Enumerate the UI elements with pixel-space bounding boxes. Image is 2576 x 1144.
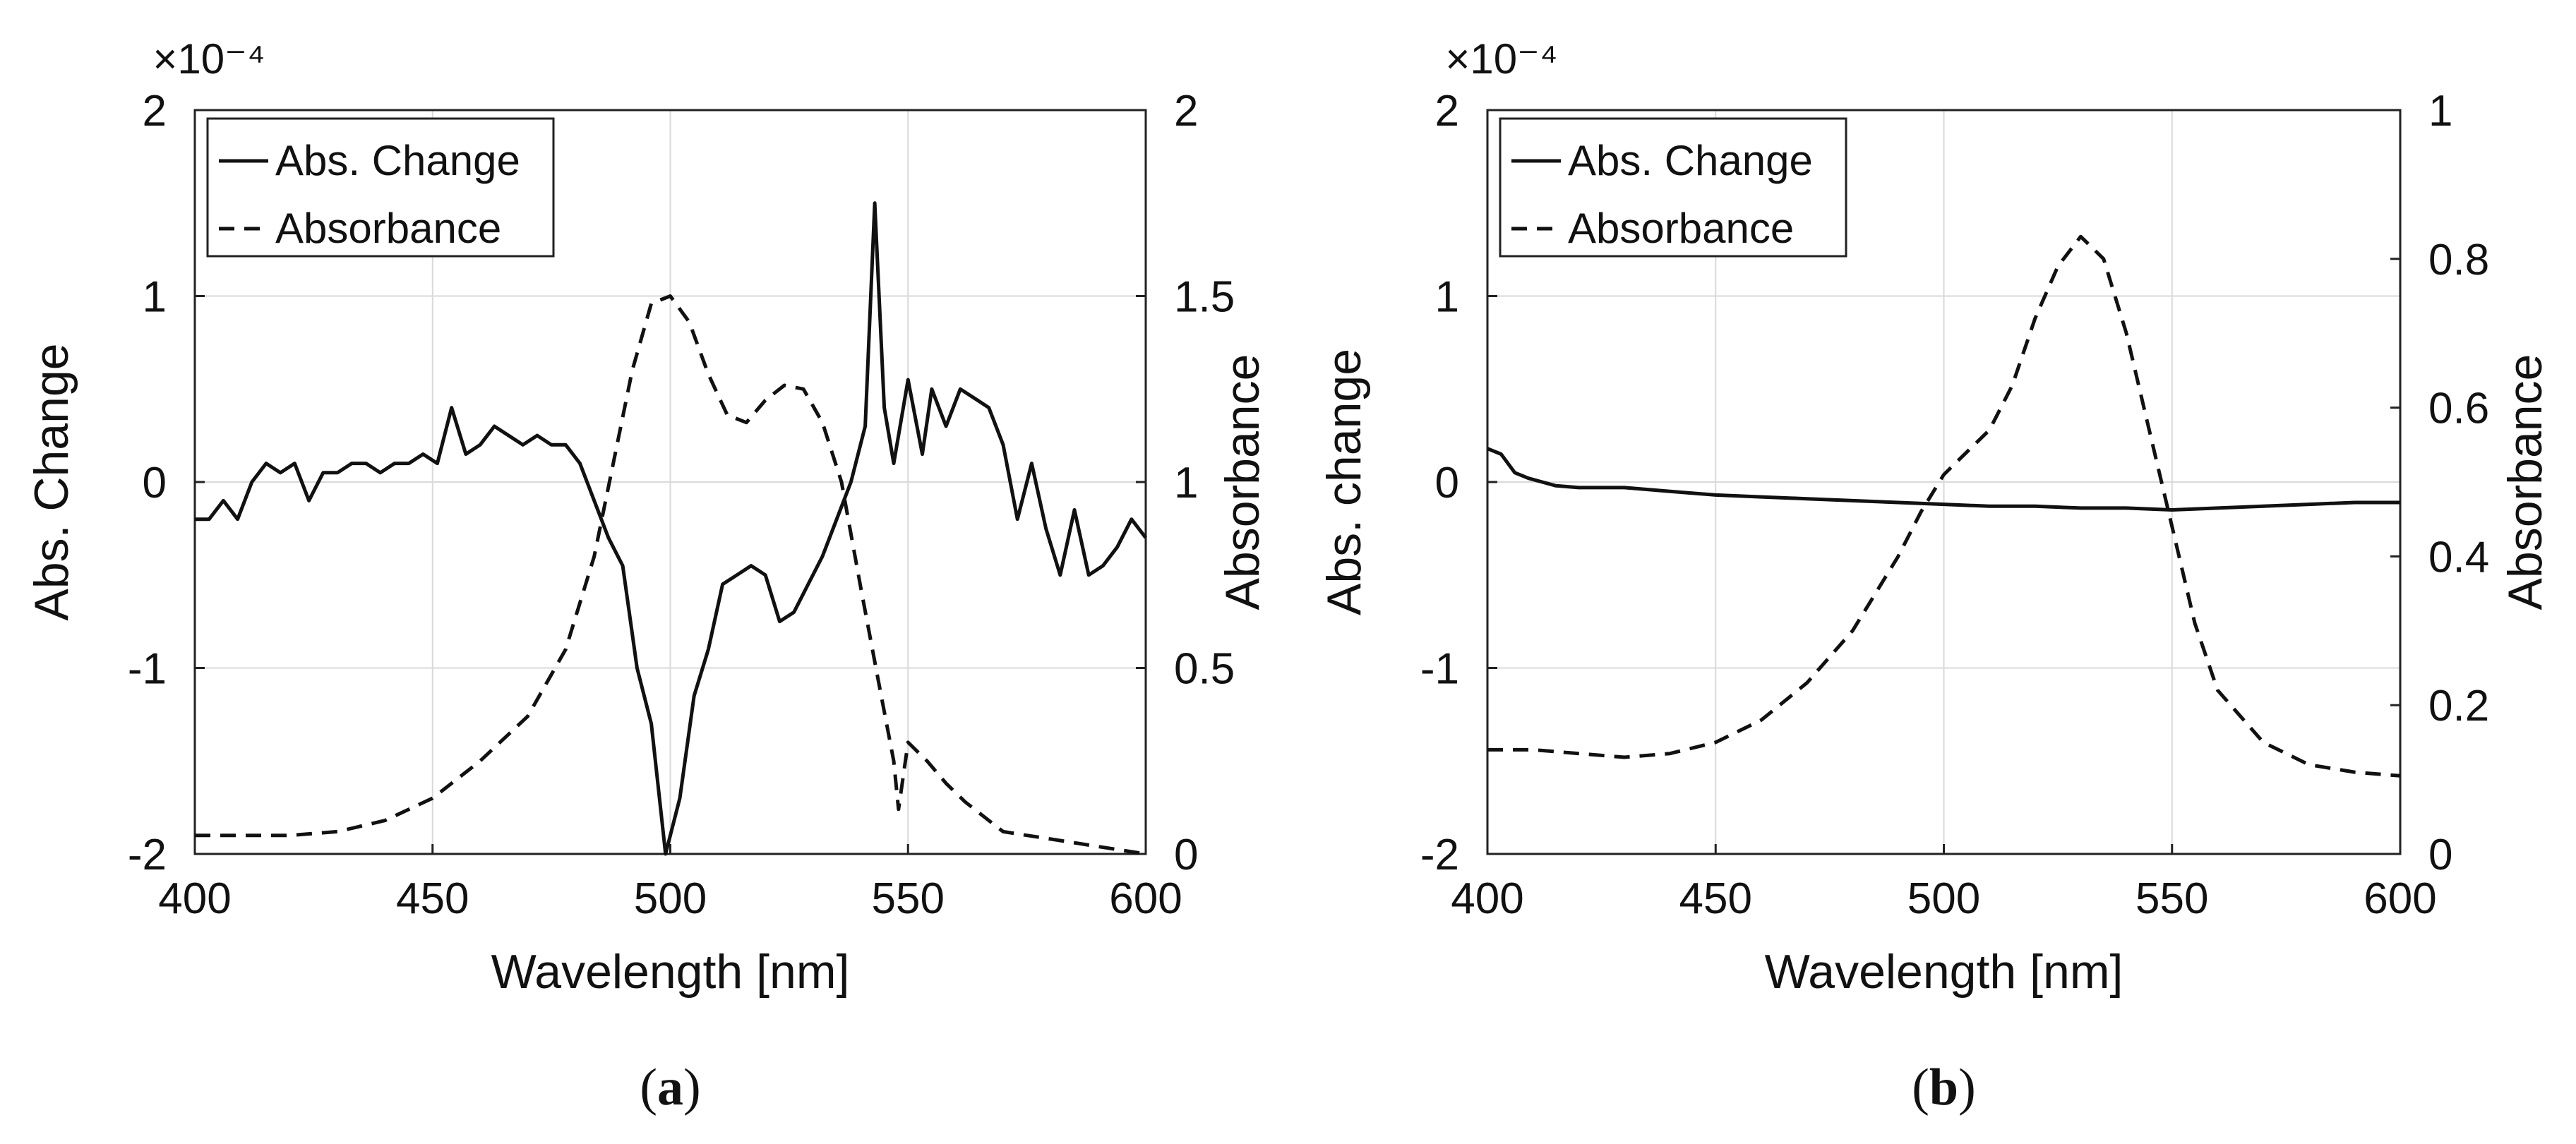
- x-tick-label: 400: [1451, 874, 1523, 923]
- abs-change-series-line: [1487, 447, 2400, 512]
- x-tick-label: 500: [1907, 874, 1980, 923]
- panel-label-paren: (: [1912, 1059, 1929, 1116]
- panel-label-letter: a: [657, 1059, 683, 1116]
- y-left-tick-label: -1: [1420, 645, 1459, 694]
- y-right-axis-label: Absorbance: [2498, 354, 2552, 610]
- y-right-tick-label: 1: [2428, 87, 2452, 136]
- y-right-tick-label: 2: [1174, 87, 1198, 136]
- y-left-tick-label: 1: [1435, 273, 1459, 322]
- x-tick-label: 450: [1679, 874, 1752, 923]
- legend-label: Abs. Change: [1568, 137, 1813, 184]
- y-left-tick-label: -2: [128, 831, 167, 879]
- x-tick-label: 600: [2364, 874, 2436, 923]
- x-tick-label: 500: [634, 874, 707, 923]
- y-left-tick-label: 1: [143, 273, 167, 322]
- panel-label-letter: b: [1929, 1059, 1958, 1116]
- y-right-tick-label: 0.4: [2428, 533, 2489, 582]
- legend-label: Absorbance: [275, 205, 501, 252]
- y-left-tick-label: 2: [143, 87, 167, 136]
- x-tick-label: 450: [396, 874, 469, 923]
- panel-label: (a): [640, 1059, 700, 1116]
- legend-box: [1499, 117, 1847, 258]
- absorbance-series-line: [1487, 234, 2401, 778]
- x-tick-label: 550: [872, 874, 945, 923]
- panel-label-paren: ): [683, 1059, 701, 1116]
- x-tick-label: 600: [1109, 874, 1182, 923]
- absorbance-series-line: [195, 294, 1146, 856]
- y-left-tick-label: 0: [143, 459, 167, 507]
- y-left-axis-label: Abs. change: [1317, 349, 1371, 615]
- panel-label: (b): [1912, 1059, 1975, 1116]
- y-right-tick-label: 0.2: [2428, 682, 2489, 730]
- scale-exponent: ×10⁻⁴: [152, 35, 265, 83]
- panel-a: 400 450 500 550 600-2-101200.511.52×10⁻⁴Wave…: [25, 35, 1269, 1116]
- y-left-tick-label: 0: [1435, 459, 1459, 507]
- panel-label-paren: ): [1958, 1059, 1976, 1116]
- abs-change-series-line: [195, 201, 1147, 856]
- x-axis-label: Wavelength [nm]: [1765, 945, 2123, 999]
- y-right-tick-label: 0.5: [1174, 645, 1235, 694]
- y-left-tick-label: -2: [1420, 831, 1459, 879]
- y-right-tick-label: 0.6: [2428, 385, 2489, 433]
- y-right-axis-label: Absorbance: [1216, 354, 1269, 610]
- y-right-tick-label: 0.8: [2428, 236, 2489, 284]
- y-right-tick-label: 1: [1174, 459, 1198, 507]
- scale-exponent: ×10⁻⁴: [1445, 35, 1557, 83]
- y-right-tick-label: 1.5: [1174, 273, 1235, 322]
- y-left-tick-label: 2: [1435, 87, 1459, 136]
- x-tick-label: 550: [2135, 874, 2208, 923]
- y-right-tick-label: 0: [1174, 831, 1198, 879]
- panel-b: 400 450 500 550 600 -2 -1 0 1 2 0 0.2 0.4 0.6 0.8 1 ×10⁻…: [1317, 35, 2552, 1116]
- x-axis-label: Wavelength [nm]: [491, 945, 850, 999]
- y-left-axis-label: Abs. Change: [25, 343, 78, 620]
- panel-label-paren: (: [640, 1059, 657, 1116]
- legend-box: [206, 117, 555, 258]
- legend-label: Absorbance: [1568, 205, 1794, 252]
- y-left-tick-label: -1: [128, 645, 167, 694]
- x-tick-label: 400: [158, 874, 231, 923]
- y-right-tick-label: 0: [2428, 831, 2452, 879]
- legend-label: Abs. Change: [275, 137, 520, 184]
